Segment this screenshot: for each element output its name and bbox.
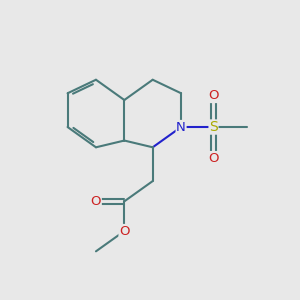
Text: O: O: [119, 225, 130, 238]
Text: O: O: [208, 152, 219, 165]
Text: N: N: [176, 121, 186, 134]
Text: S: S: [209, 120, 218, 134]
Text: O: O: [208, 89, 219, 103]
Text: O: O: [91, 195, 101, 208]
